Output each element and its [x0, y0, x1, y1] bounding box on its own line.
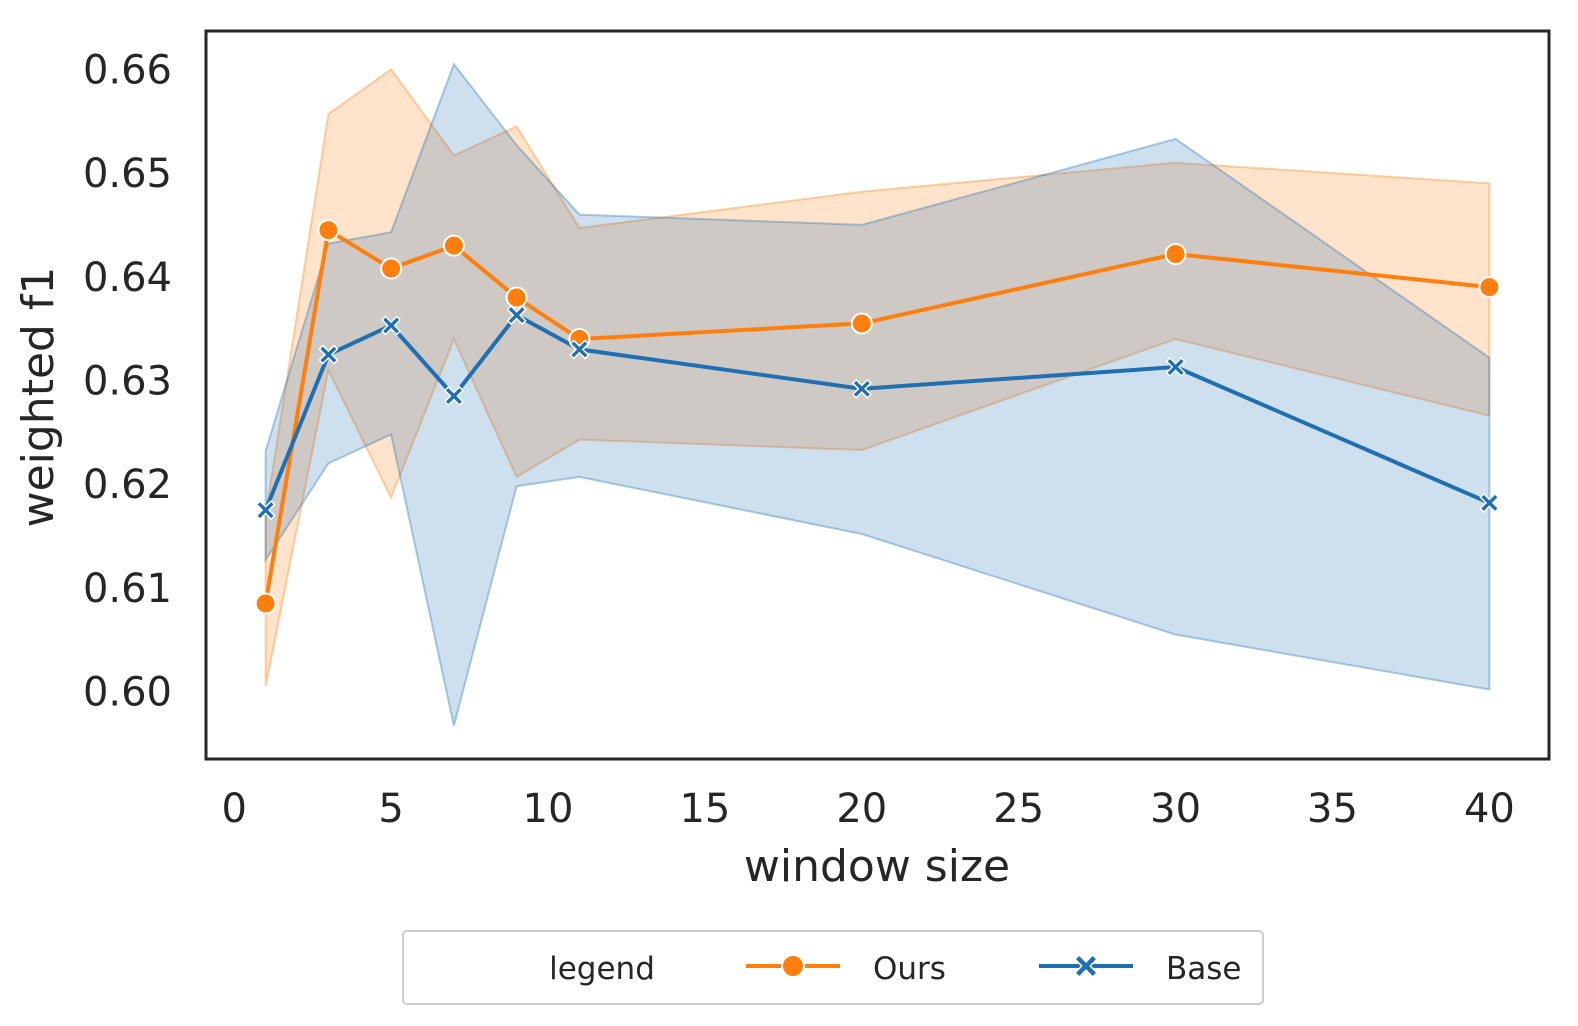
- plot-frame: [204, 29, 1551, 761]
- point-ours: [380, 257, 403, 280]
- series-markers: [254, 219, 1501, 615]
- legend-label-ours: Ours: [873, 951, 946, 987]
- point-ours: [1164, 242, 1187, 265]
- y-tick-label: 0.63: [83, 359, 172, 405]
- ci-band-base: [264, 62, 1491, 727]
- point-ours: [1478, 276, 1501, 299]
- legend-label-base: Base: [1166, 951, 1242, 987]
- x-tick-label: 30: [1150, 786, 1201, 832]
- point-ours: [254, 592, 277, 615]
- legend-marker-base: [1073, 953, 1099, 979]
- point-ours: [505, 286, 528, 309]
- ci-band-ours: [264, 68, 1491, 687]
- point-base: [443, 385, 464, 407]
- x-axis-title: window size: [744, 841, 1010, 892]
- point-ours: [850, 312, 873, 335]
- confidence-bands: [264, 62, 1491, 727]
- y-tick-label: 0.64: [83, 255, 172, 301]
- y-axis-title: weighted f1: [13, 267, 64, 528]
- point-base: [381, 315, 402, 336]
- x-tick-label: 25: [993, 786, 1044, 832]
- point-ours: [442, 234, 465, 257]
- point-base: [1479, 492, 1500, 513]
- x-tick-label: 20: [836, 786, 887, 832]
- point-base: [851, 378, 872, 399]
- x-tick-label: 10: [523, 786, 574, 832]
- legend: legend Ours Base: [402, 930, 1264, 1005]
- y-tick-label: 0.66: [83, 47, 172, 93]
- x-tick-label: 40: [1464, 786, 1515, 832]
- point-base: [506, 305, 527, 326]
- y-tick-label: 0.65: [83, 151, 172, 197]
- y-tick-labels: 0.60 0.61 0.62 0.63 0.64 0.65 0.66: [83, 47, 172, 715]
- point-base: [1165, 356, 1186, 378]
- y-tick-label: 0.62: [83, 462, 172, 508]
- point-ours: [317, 219, 340, 242]
- y-tick-label: 0.61: [83, 566, 172, 612]
- x-tick-label: 35: [1307, 786, 1358, 832]
- legend-marker-ours: [781, 954, 805, 978]
- y-tick-label: 0.60: [83, 670, 172, 716]
- point-base: [255, 500, 276, 521]
- legend-title: legend: [549, 951, 655, 987]
- point-base: [569, 339, 590, 360]
- x-tick-label: 0: [221, 786, 246, 832]
- x-tick-label: 5: [378, 786, 403, 832]
- x-tick-label: 15: [679, 786, 730, 832]
- point-base: [318, 344, 339, 365]
- x-tick-labels: 0 5 10 15 20 25 30 35 40: [221, 786, 1514, 832]
